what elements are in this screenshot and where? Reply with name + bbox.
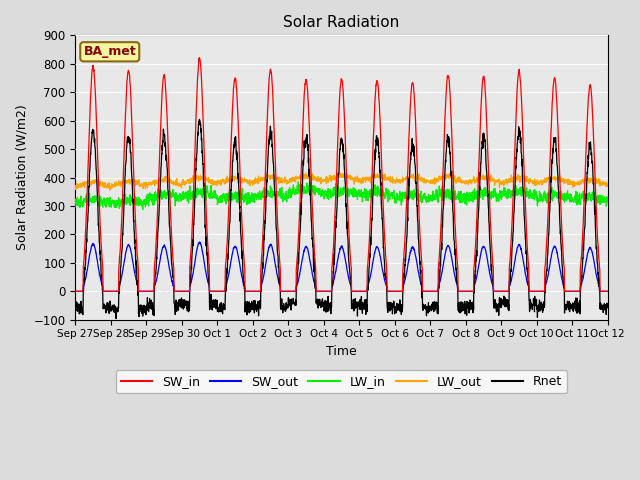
Title: Solar Radiation: Solar Radiation [284, 15, 399, 30]
Text: BA_met: BA_met [83, 45, 136, 58]
Legend: SW_in, SW_out, LW_in, LW_out, Rnet: SW_in, SW_out, LW_in, LW_out, Rnet [116, 370, 567, 393]
Y-axis label: Solar Radiation (W/m2): Solar Radiation (W/m2) [15, 105, 28, 251]
X-axis label: Time: Time [326, 345, 357, 358]
